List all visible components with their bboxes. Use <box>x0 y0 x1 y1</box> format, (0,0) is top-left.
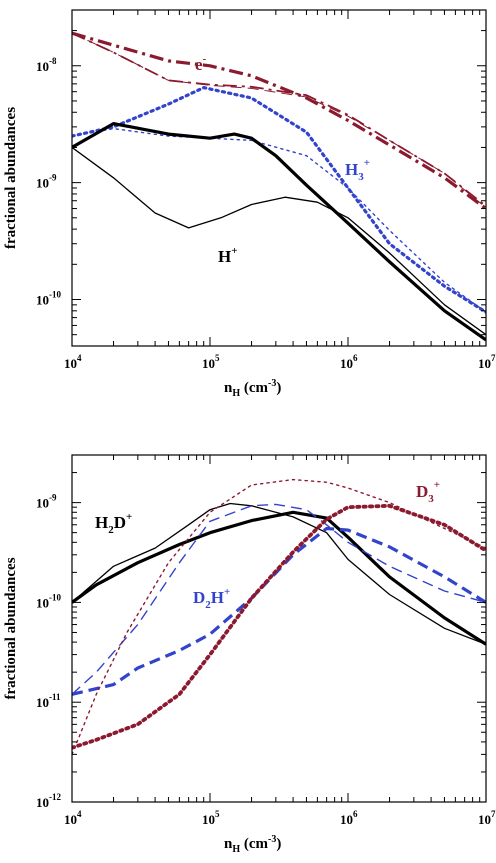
series-annotation: H+ <box>218 245 238 266</box>
series-line-5 <box>72 122 486 342</box>
series-line-3 <box>72 503 486 695</box>
series-line-1 <box>72 502 486 645</box>
series-annotation: H2D+ <box>95 511 132 536</box>
x-axis-title: nH (cm-3) <box>224 834 281 855</box>
bottom-panel: 104 105 106 107 10-9 10-10 10-11 10-12 nH (cm-3)… <box>3 454 496 855</box>
x-tick-label: 107 <box>478 353 496 371</box>
series-annotation: e- <box>195 53 207 74</box>
series-line-2 <box>72 526 486 696</box>
plot-frame <box>71 9 487 347</box>
series-line-2 <box>72 32 486 209</box>
y-axis-title: fractional abundances <box>3 107 19 249</box>
series-line-4 <box>72 127 486 313</box>
x-tick-label: 106 <box>340 353 358 371</box>
series-annotation: H3+ <box>345 157 370 183</box>
x-tick-label: 105 <box>202 353 220 371</box>
series-annotation: D3+ <box>416 479 440 505</box>
series-group <box>72 31 486 342</box>
x-tick-label: 106 <box>340 809 358 827</box>
y-tick-label: 10-9 <box>36 173 57 191</box>
series-group <box>72 478 486 756</box>
top-panel: 104 105 106 107 10-8 10-9 10-10 nH (cm-3) fracti… <box>3 9 496 399</box>
x-tick-label: 105 <box>202 809 220 827</box>
series-line-3 <box>72 86 486 314</box>
series-line-1 <box>72 32 486 207</box>
x-tick-label: 104 <box>64 353 82 371</box>
x-tick-label: 107 <box>478 809 496 827</box>
y-tick-label: 10-9 <box>36 493 57 511</box>
y-tick-label: 10-12 <box>36 792 61 810</box>
y-tick-label: 10-11 <box>36 692 61 710</box>
series-annotation: D2H+ <box>193 586 230 611</box>
y-tick-label: 10-8 <box>36 56 57 74</box>
series-line-5 <box>72 478 486 756</box>
x-tick-label: 104 <box>64 809 82 827</box>
x-axis-title: nH (cm-3) <box>224 378 281 399</box>
y-tick-label: 10-10 <box>36 289 61 307</box>
series-line-0 <box>72 31 486 210</box>
plot-frame <box>71 454 487 803</box>
series-line-6 <box>72 146 486 336</box>
series-line-4 <box>72 503 486 750</box>
series-line-0 <box>72 510 486 646</box>
y-tick-label: 10-10 <box>36 592 61 610</box>
y-axis-title: fractional abundances <box>3 557 19 699</box>
